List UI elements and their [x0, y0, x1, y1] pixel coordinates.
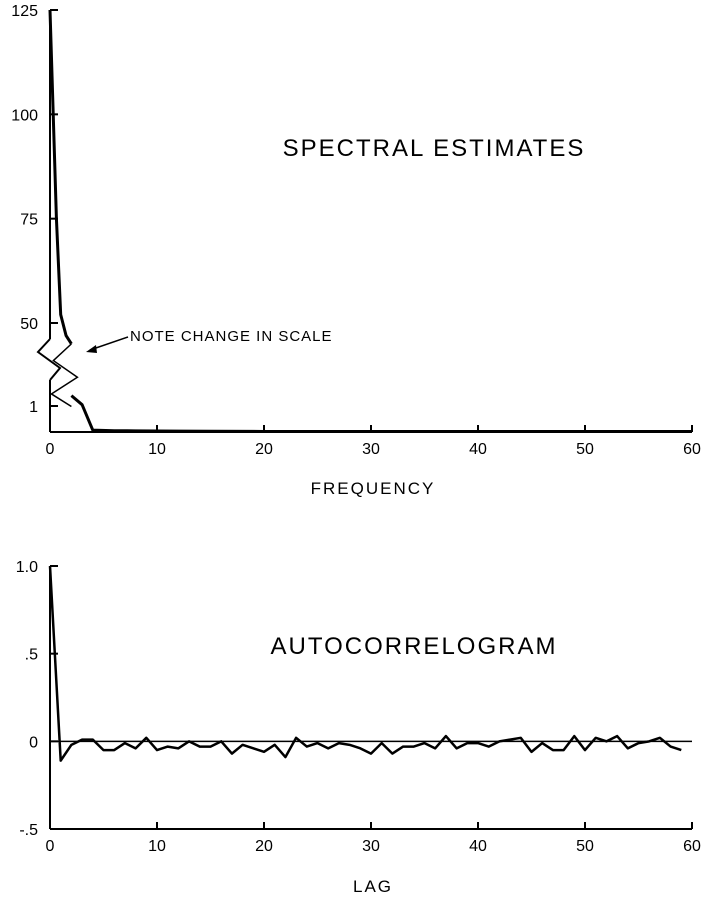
y-tick-label: 50: [20, 316, 38, 333]
x-tick-label: 50: [576, 838, 594, 855]
x-tick-label: 20: [255, 441, 273, 458]
x-axis-label: FREQUENCY: [311, 479, 436, 498]
x-tick-label: 60: [683, 838, 701, 855]
y-tick-label: 75: [20, 212, 38, 229]
x-tick-label: 50: [576, 441, 594, 458]
x-tick-label: 0: [46, 441, 55, 458]
y-tick-label: 0: [29, 734, 38, 751]
axis-break-mark: [36, 338, 62, 381]
scale-change-annotation: NOTE CHANGE IN SCALE: [130, 328, 333, 345]
x-tick-label: 30: [362, 838, 380, 855]
x-tick-label: 10: [148, 838, 166, 855]
x-tick-label: 40: [469, 441, 487, 458]
annotation-arrowhead: [86, 345, 97, 353]
x-tick-label: 60: [683, 441, 701, 458]
x-axis-label: LAG: [353, 877, 393, 896]
spectral-estimates-chart: SPECTRAL ESTIMATES FREQUENCY NOTE CHANGE…: [11, 3, 701, 498]
x-tick-label: 0: [46, 838, 55, 855]
chart-title: AUTOCORRELOGRAM: [271, 633, 558, 660]
chart-title: SPECTRAL ESTIMATES: [283, 135, 586, 162]
spectrum-line-upper: [48, 9, 73, 345]
y-tick-label: 100: [11, 107, 38, 124]
y-tick-label: .5: [25, 647, 38, 664]
autocorrelogram-chart: AUTOCORRELOGRAM LAG -.5 0 .5 1.0 0 10 20 30 40 50…: [16, 559, 701, 896]
y-tick-label: 1: [29, 399, 38, 416]
curve-break-mark: [49, 343, 79, 408]
y-tick-label: -.5: [19, 822, 38, 839]
autocorrelation-line: [48, 565, 682, 762]
spectrum-line-lower: [70, 394, 692, 433]
x-tick-label: 20: [255, 838, 273, 855]
x-tick-label: 30: [362, 441, 380, 458]
y-tick-label: 1.0: [16, 559, 38, 576]
x-tick-label: 10: [148, 441, 166, 458]
x-tick-label: 40: [469, 838, 487, 855]
y-tick-label: 125: [11, 3, 38, 20]
